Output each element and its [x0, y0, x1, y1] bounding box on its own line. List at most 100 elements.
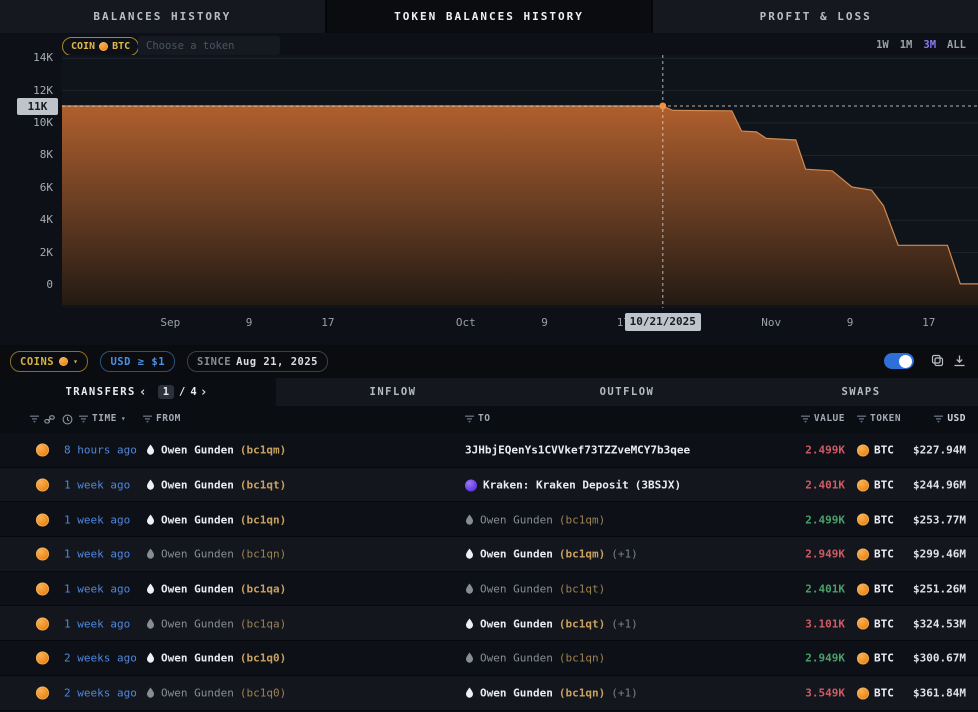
from-entity-link[interactable]: Owen Gunden (bc1qa)	[146, 583, 286, 596]
pagination-current-page: 1	[157, 385, 175, 399]
to-entity-link[interactable]: Kraken: Kraken Deposit (3BSJX)	[465, 479, 681, 492]
btc-coin-icon	[857, 652, 869, 665]
y-axis-tick: 6K	[39, 180, 53, 194]
to-entity-link[interactable]: Owen Gunden (bc1qm) (+1)	[465, 548, 638, 561]
column-header-usd[interactable]: USD	[880, 413, 966, 424]
coin-pill-token: BTC	[112, 41, 131, 52]
y-axis-tick: 8K	[39, 148, 53, 162]
range-all-button[interactable]: ALL	[947, 39, 966, 51]
tab-inflow[interactable]: INFLOW	[276, 378, 510, 406]
btc-coin-icon	[857, 617, 869, 630]
from-entity-link[interactable]: Owen Gunden (bc1qt)	[146, 479, 286, 492]
tab-swaps[interactable]: SWAPS	[744, 378, 978, 406]
from-entity-link[interactable]: Owen Gunden (bc1qn)	[146, 548, 286, 561]
crosshair-date-badge: 10/21/2025	[624, 313, 701, 331]
owen-gunden-icon	[147, 687, 154, 698]
token-cell: BTC	[857, 513, 894, 526]
owen-gunden-icon	[466, 514, 473, 525]
table-row[interactable]: 2 weeks ago Owen Gunden (bc1q0) Owen Gunden…	[0, 675, 978, 711]
plot-area[interactable]	[62, 55, 978, 308]
table-row[interactable]: 1 week ago Owen Gunden (bc1qt) Kraken: Krak…	[0, 467, 978, 503]
from-entity-link[interactable]: Owen Gunden (bc1q0)	[146, 652, 286, 665]
caret-down-icon: ▾	[73, 356, 79, 366]
range-1w-button[interactable]: 1W	[876, 39, 889, 51]
table-row[interactable]: 1 week ago Owen Gunden (bc1qn) Owen Gunden(…	[0, 537, 978, 572]
table-row[interactable]: 1 week ago Owen Gunden (bc1qn) Owen Gunden(…	[0, 502, 978, 538]
token-search-input[interactable]	[138, 36, 280, 55]
since-date-pill[interactable]: SINCE Aug 21, 2025	[187, 351, 328, 372]
toggle-knob	[899, 354, 912, 368]
x-axis-tick: 17	[922, 316, 936, 329]
tab-outflow[interactable]: OUTFLOW	[510, 378, 744, 406]
relative-time-link[interactable]: 1 week ago	[64, 478, 131, 492]
link-icon[interactable]	[44, 414, 55, 425]
range-3m-button[interactable]: 3M	[923, 39, 937, 51]
x-axis-tick: 17	[321, 316, 335, 329]
from-entity-link[interactable]: Owen Gunden (bc1qa)	[146, 617, 286, 630]
owen-gunden-icon	[147, 479, 154, 490]
to-entity-link[interactable]: Owen Gunden (bc1qm)	[465, 513, 605, 526]
table-row[interactable]: 1 week ago Owen Gunden (bc1qa) Owen Gunden(…	[0, 571, 978, 607]
filter-icon	[143, 415, 152, 422]
btc-coin-icon	[857, 583, 869, 596]
relative-time-link[interactable]: 2 weeks ago	[64, 651, 137, 665]
from-entity-link[interactable]: Owen Gunden (bc1q0)	[146, 687, 286, 700]
btc-coin-icon	[857, 479, 869, 492]
to-entity-link[interactable]: Owen Gunden (bc1qt)	[465, 583, 605, 596]
relative-time-link[interactable]: 1 week ago	[64, 582, 131, 596]
token-cell: BTC	[857, 444, 894, 457]
to-entity-link[interactable]: 3JHbjEQenYs1CVVkef73TZZveMCY7b3qee	[465, 443, 691, 457]
pagination-prev-icon[interactable]: ‹	[138, 384, 147, 400]
relative-time-link[interactable]: 1 week ago	[64, 617, 131, 631]
column-header-value[interactable]: VALUE	[750, 413, 845, 424]
owen-gunden-icon	[147, 583, 154, 594]
x-axis-tick: Nov	[761, 316, 782, 329]
btc-coin-icon	[857, 513, 869, 526]
coins-filter-pill[interactable]: COINS ▾	[10, 351, 89, 372]
chart-toggle-switch[interactable]	[884, 353, 914, 369]
filter-icon[interactable]	[30, 415, 39, 423]
token-cell: BTC	[857, 583, 894, 596]
to-entity-link[interactable]: Owen Gunden (bc1qn) (+1)	[465, 687, 638, 700]
column-header-from[interactable]: FROM	[143, 413, 181, 424]
table-row[interactable]: 2 weeks ago Owen Gunden (bc1q0) Owen Gunden…	[0, 641, 978, 676]
usd-value: $299.46M	[913, 547, 966, 561]
tab-transfers[interactable]: TRANSFERS ‹ 1 / 4 ›	[0, 378, 276, 406]
tab-balances-history[interactable]: BALANCES HISTORY	[0, 0, 325, 33]
coin-filter-pill[interactable]: COIN BTC	[62, 37, 140, 56]
pagination-next-icon[interactable]: ›	[199, 384, 208, 400]
owen-gunden-icon	[147, 548, 154, 560]
copy-icon[interactable]	[931, 354, 944, 367]
relative-time-link[interactable]: 1 week ago	[64, 547, 131, 561]
y-axis-tick: 4K	[39, 213, 53, 227]
relative-time-link[interactable]: 1 week ago	[64, 513, 131, 527]
time-range-selector: 1W 1M 3M ALL	[876, 39, 966, 51]
relative-time-link[interactable]: 8 hours ago	[64, 443, 137, 457]
relative-time-link[interactable]: 2 weeks ago	[64, 686, 137, 700]
from-entity-link[interactable]: Owen Gunden (bc1qm)	[146, 444, 286, 457]
column-header-time[interactable]: TIME ▾	[79, 413, 126, 424]
from-entity-link[interactable]: Owen Gunden (bc1qn)	[146, 513, 286, 526]
y-axis-tick: 0	[46, 278, 53, 291]
btc-coin-icon	[36, 651, 49, 665]
btc-coin-icon	[59, 357, 69, 366]
tab-token-balances-history[interactable]: TOKEN BALANCES HISTORY	[326, 0, 652, 33]
token-cell: BTC	[857, 652, 894, 665]
download-icon[interactable]	[953, 354, 966, 367]
transfer-value: 3.549K	[805, 686, 845, 700]
to-entity-link[interactable]: Owen Gunden (bc1qt) (+1)	[465, 617, 638, 630]
clock-icon[interactable]	[62, 414, 73, 425]
to-entity-link[interactable]: Owen Gunden (bc1qn)	[465, 652, 605, 665]
table-row[interactable]: 8 hours ago Owen Gunden (bc1qm) 3JHbjEQenYs…	[0, 433, 978, 468]
owen-gunden-icon	[466, 618, 473, 629]
table-row[interactable]: 1 week ago Owen Gunden (bc1qa) Owen Gunden(…	[0, 606, 978, 642]
y-axis: 11K 14K 12K 10K 8K 6K 4K 2K 0	[0, 51, 58, 308]
tab-profit-and-loss[interactable]: PROFIT & LOSS	[653, 0, 978, 33]
column-header-token[interactable]: TOKEN	[857, 413, 901, 424]
usd-threshold-pill[interactable]: USD ≥ $1	[100, 351, 176, 372]
y-axis-tick: 2K	[39, 245, 53, 259]
range-1m-button[interactable]: 1M	[899, 39, 913, 51]
column-header-to[interactable]: TO	[465, 413, 490, 424]
transfer-value: 2.499K	[805, 513, 845, 527]
